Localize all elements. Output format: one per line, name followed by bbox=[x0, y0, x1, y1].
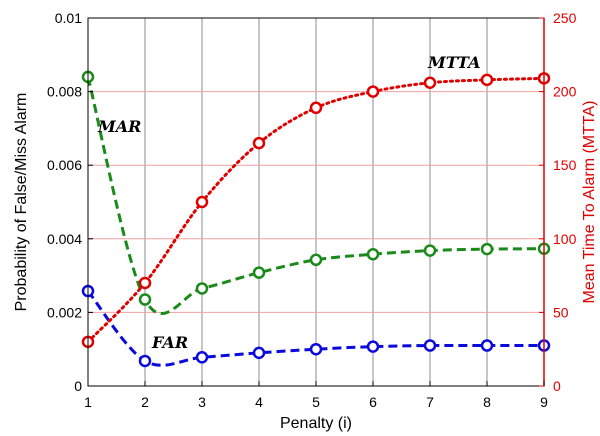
x-tick-label: 1 bbox=[84, 394, 92, 410]
far-series-label: FAR bbox=[151, 333, 188, 352]
far-data-point bbox=[480, 339, 494, 352]
y-left-tick-label: 0.006 bbox=[47, 157, 82, 173]
far-data-point bbox=[423, 339, 437, 352]
x-tick-label: 5 bbox=[312, 394, 320, 410]
mtta-data-point bbox=[366, 85, 380, 98]
mtta-series-label: MTTA bbox=[427, 53, 481, 72]
mar-data-point bbox=[252, 266, 266, 279]
mar-series-line bbox=[86, 76, 545, 315]
y-right-tick-label: 250 bbox=[553, 10, 577, 26]
y-left-tick-label: 0.004 bbox=[47, 231, 82, 247]
mtta-data-point bbox=[252, 136, 266, 150]
y-axis-right-label: Mean Time To Alarm (MTTA) bbox=[581, 101, 598, 304]
far-data-point bbox=[195, 351, 209, 364]
mtta-data-point bbox=[195, 195, 209, 209]
y-right-tick-label: 50 bbox=[553, 304, 569, 320]
far-data-point bbox=[138, 354, 152, 368]
ticks: 1 2 3 4 5 6 7 8 905010015020025000.0020.0040.006… bbox=[47, 10, 577, 410]
mar-series-label: MAR bbox=[97, 117, 141, 136]
x-tick-label: 7 bbox=[426, 394, 434, 410]
mtta-series-line bbox=[86, 76, 546, 344]
mar-data-point bbox=[480, 242, 494, 256]
y-left-tick-label: 0.008 bbox=[47, 84, 82, 100]
y-axis-left-label: Probability of False/Miss Alarm bbox=[13, 93, 30, 312]
far-data-point bbox=[309, 342, 323, 356]
y-left-tick-label: 0.002 bbox=[47, 304, 82, 320]
mtta-data-point bbox=[138, 276, 152, 290]
series-layer bbox=[81, 70, 551, 368]
x-tick-label: 3 bbox=[198, 394, 206, 410]
y-left-tick-label: 0.01 bbox=[55, 10, 82, 26]
mar-data-point bbox=[366, 248, 380, 261]
mar-data-point bbox=[309, 253, 323, 267]
mtta-data-point bbox=[480, 73, 494, 87]
mar-data-point bbox=[138, 293, 152, 306]
y-left-tick-label: 0 bbox=[74, 378, 82, 394]
x-axis-label: Penalty (i) bbox=[280, 415, 352, 432]
y-right-tick-label: 100 bbox=[553, 231, 577, 247]
x-tick-label: 2 bbox=[141, 394, 149, 410]
mtta-data-point bbox=[309, 101, 323, 115]
x-tick-label: 4 bbox=[255, 394, 263, 410]
far-data-point bbox=[366, 340, 380, 353]
mar-data-point bbox=[423, 244, 437, 257]
y-right-tick-label: 0 bbox=[553, 378, 561, 394]
y-right-tick-label: 200 bbox=[553, 84, 577, 100]
y-right-tick-label: 150 bbox=[553, 157, 577, 173]
mar-data-point bbox=[195, 282, 209, 295]
x-tick-label: 9 bbox=[540, 394, 548, 410]
x-tick-label: 6 bbox=[369, 394, 377, 410]
x-tick-label: 8 bbox=[483, 394, 491, 410]
far-data-point bbox=[252, 346, 266, 360]
mtta-data-point bbox=[423, 76, 437, 90]
